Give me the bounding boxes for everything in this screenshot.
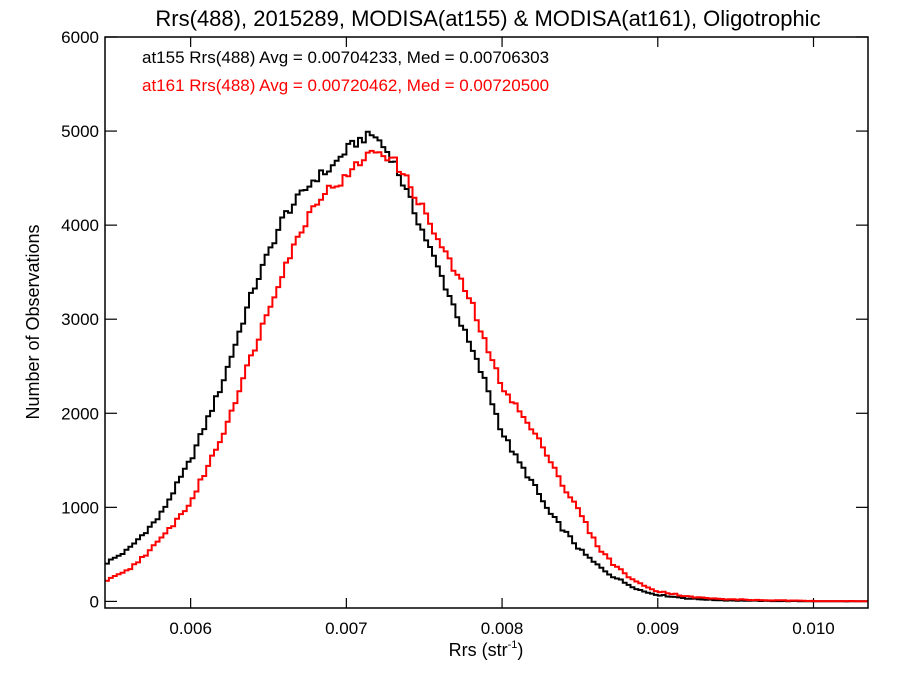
- plot-frame: [104, 36, 869, 609]
- y-tick-label: 1000: [61, 498, 99, 517]
- y-tick-label: 4000: [61, 216, 99, 235]
- x-tick-label: 0.010: [792, 619, 835, 638]
- y-tick-label: 6000: [61, 28, 99, 47]
- x-tick-label: 0.006: [169, 619, 212, 638]
- series-line-at161: [105, 149, 868, 603]
- y-axis-label: Number of Observations: [23, 224, 43, 419]
- x-axis-label: Rrs (str-1): [449, 639, 524, 660]
- y-tick-label: 2000: [61, 404, 99, 423]
- series-layer: [105, 130, 868, 603]
- series-annotation-at155: at155 Rrs(488) Avg = 0.00704233, Med = 0…: [142, 48, 549, 67]
- x-tick-label: 0.007: [325, 619, 368, 638]
- y-tick-label: 5000: [61, 122, 99, 141]
- series-annotation-at161: at161 Rrs(488) Avg = 0.00720462, Med = 0…: [142, 76, 549, 95]
- x-axis-label-sup: -1: [508, 639, 518, 651]
- axis-ticks: 0.006 0.007 0.008 0.009 0.010 0 1000 2000 3000 40…: [61, 28, 868, 638]
- y-tick-label: 3000: [61, 310, 99, 329]
- series-line-at155: [105, 130, 868, 603]
- x-axis-label-main: Rrs (str: [449, 640, 508, 660]
- y-tick-label: 0: [90, 592, 99, 611]
- x-axis-label-close: ): [517, 640, 523, 660]
- chart-title: Rrs(488), 2015289, MODISA(at155) & MODIS…: [155, 6, 820, 31]
- x-tick-label: 0.008: [481, 619, 524, 638]
- x-tick-label: 0.009: [637, 619, 680, 638]
